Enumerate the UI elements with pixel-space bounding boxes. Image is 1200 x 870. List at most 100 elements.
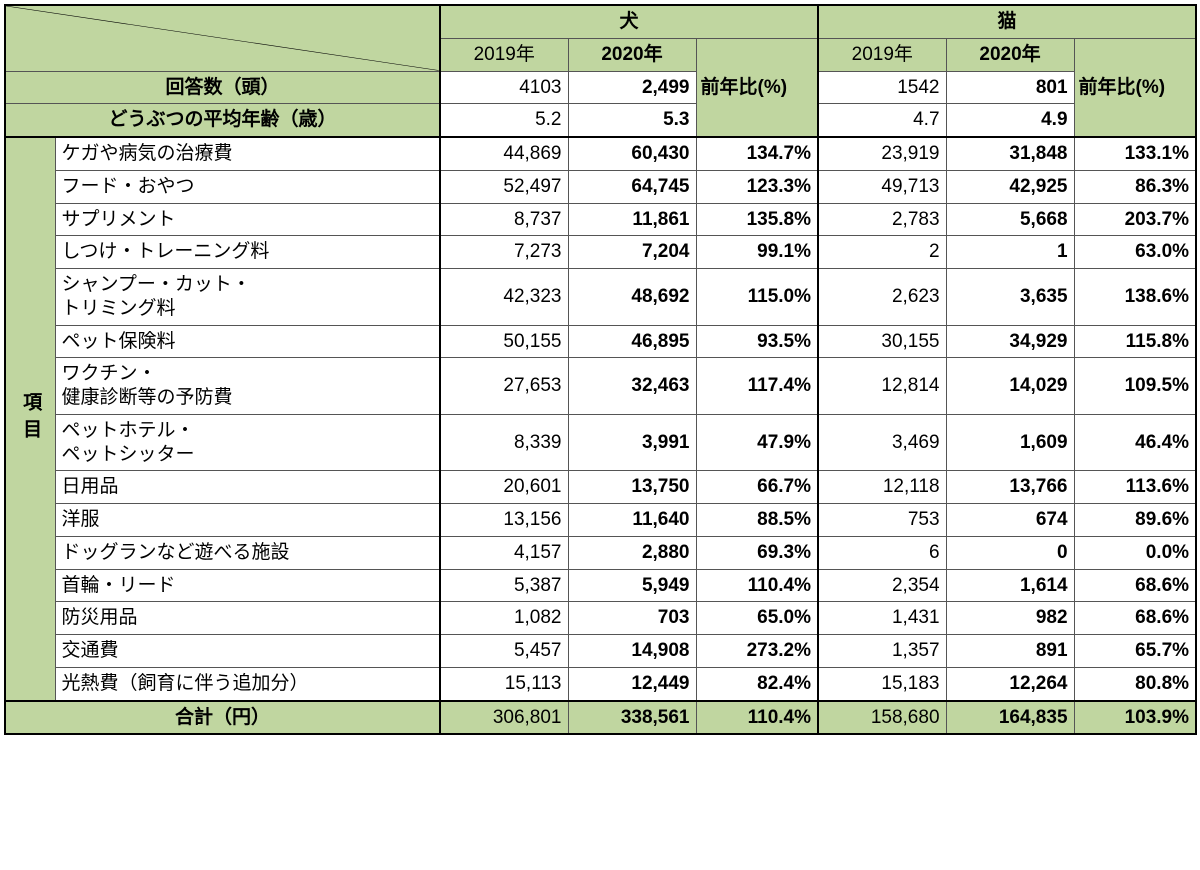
item-row: 日用品20,60113,75066.7%12,11813,766113.6%: [5, 471, 1196, 504]
cell-cat-2019: 2,783: [818, 203, 946, 236]
item-row: サプリメント8,73711,861135.8%2,7835,668203.7%: [5, 203, 1196, 236]
cell-cat-2020: 674: [946, 504, 1074, 537]
item-label: シャンプー・カット・トリミング料: [55, 269, 440, 326]
header-dog-2020: 2020年: [568, 38, 696, 71]
cell-dog-2020: 32,463: [568, 358, 696, 415]
cell-dog-ratio: 66.7%: [696, 471, 818, 504]
cell-cat-2020: 3,635: [946, 269, 1074, 326]
cell-dog-ratio: 47.9%: [696, 414, 818, 471]
cell-dog-ratio: 117.4%: [696, 358, 818, 415]
cell-dog-2020: 60,430: [568, 137, 696, 170]
cell-cat-2020: 31,848: [946, 137, 1074, 170]
cell-cat-2019: 23,919: [818, 137, 946, 170]
cell-dog-2019: 1,082: [440, 602, 568, 635]
item-row: ペットホテル・ペットシッター8,3393,99147.9%3,4691,6094…: [5, 414, 1196, 471]
cell-dog-2019: 20,601: [440, 471, 568, 504]
item-label: ワクチン・健康診断等の予防費: [55, 358, 440, 415]
cell-dog-2020: 13,750: [568, 471, 696, 504]
cell-dog-2020: 3,991: [568, 414, 696, 471]
item-label: フード・おやつ: [55, 170, 440, 203]
cell-cat-ratio: 109.5%: [1074, 358, 1196, 415]
cat-age-2019: 4.7: [818, 104, 946, 137]
item-label: 光熱費（飼育に伴う追加分）: [55, 667, 440, 700]
item-row: シャンプー・カット・トリミング料42,32348,692115.0%2,6233…: [5, 269, 1196, 326]
item-label: ケガや病気の治療費: [55, 137, 440, 170]
cell-cat-ratio: 138.6%: [1074, 269, 1196, 326]
header-dog: 犬: [440, 5, 818, 38]
cell-dog-2020: 14,908: [568, 635, 696, 668]
total-row: 合計（円） 306,801 338,561 110.4% 158,680 164…: [5, 701, 1196, 735]
cell-cat-ratio: 89.6%: [1074, 504, 1196, 537]
cell-dog-2019: 5,457: [440, 635, 568, 668]
cell-dog-ratio: 134.7%: [696, 137, 818, 170]
cell-cat-ratio: 46.4%: [1074, 414, 1196, 471]
item-label: ペット保険料: [55, 325, 440, 358]
item-row: 首輪・リード5,3875,949110.4%2,3541,61468.6%: [5, 569, 1196, 602]
cell-dog-2019: 44,869: [440, 137, 568, 170]
cat-responses-2019: 1542: [818, 71, 946, 104]
header-cat-ratio: 前年比(%): [1074, 38, 1196, 137]
cell-dog-2020: 11,861: [568, 203, 696, 236]
item-row: しつけ・トレーニング料7,2737,20499.1%2163.0%: [5, 236, 1196, 269]
cell-dog-2019: 8,339: [440, 414, 568, 471]
total-dog-2019: 306,801: [440, 701, 568, 735]
cell-dog-ratio: 69.3%: [696, 536, 818, 569]
cell-cat-ratio: 0.0%: [1074, 536, 1196, 569]
item-label: ドッグランなど遊べる施設: [55, 536, 440, 569]
total-label: 合計（円）: [5, 701, 440, 735]
cell-cat-ratio: 133.1%: [1074, 137, 1196, 170]
meta-label-age: どうぶつの平均年齢（歳）: [5, 104, 440, 137]
cell-dog-2020: 7,204: [568, 236, 696, 269]
cell-dog-2019: 8,737: [440, 203, 568, 236]
cell-dog-ratio: 93.5%: [696, 325, 818, 358]
header-cat-2019: 2019年: [818, 38, 946, 71]
dog-age-2019: 5.2: [440, 104, 568, 137]
cell-cat-ratio: 86.3%: [1074, 170, 1196, 203]
total-dog-ratio: 110.4%: [696, 701, 818, 735]
cell-dog-2019: 27,653: [440, 358, 568, 415]
cell-dog-2020: 48,692: [568, 269, 696, 326]
item-row: 防災用品1,08270365.0%1,43198268.6%: [5, 602, 1196, 635]
cell-dog-2020: 64,745: [568, 170, 696, 203]
cell-dog-2020: 46,895: [568, 325, 696, 358]
cell-cat-2019: 1,431: [818, 602, 946, 635]
cell-dog-2019: 15,113: [440, 667, 568, 700]
cell-cat-ratio: 80.8%: [1074, 667, 1196, 700]
cell-dog-2019: 42,323: [440, 269, 568, 326]
meta-label-responses: 回答数（頭）: [5, 71, 440, 104]
cell-cat-2020: 14,029: [946, 358, 1074, 415]
cell-cat-ratio: 68.6%: [1074, 602, 1196, 635]
diagonal-cell: [5, 5, 440, 71]
cell-cat-2020: 1,614: [946, 569, 1074, 602]
cell-dog-ratio: 65.0%: [696, 602, 818, 635]
cell-cat-2020: 891: [946, 635, 1074, 668]
cell-cat-2019: 30,155: [818, 325, 946, 358]
cell-cat-2019: 1,357: [818, 635, 946, 668]
cell-dog-ratio: 123.3%: [696, 170, 818, 203]
cell-dog-2019: 13,156: [440, 504, 568, 537]
cell-dog-ratio: 88.5%: [696, 504, 818, 537]
cell-cat-2019: 2,623: [818, 269, 946, 326]
header-animal-row: 犬 猫: [5, 5, 1196, 38]
item-row: ペット保険料50,15546,89593.5%30,15534,929115.8…: [5, 325, 1196, 358]
meta-row-age: どうぶつの平均年齢（歳） 5.2 5.3 4.7 4.9: [5, 104, 1196, 137]
header-dog-ratio: 前年比(%): [696, 38, 818, 137]
cell-dog-2020: 12,449: [568, 667, 696, 700]
cell-dog-ratio: 135.8%: [696, 203, 818, 236]
cell-cat-ratio: 115.8%: [1074, 325, 1196, 358]
item-row: 項目ケガや病気の治療費44,86960,430134.7%23,91931,84…: [5, 137, 1196, 170]
cell-cat-2020: 1: [946, 236, 1074, 269]
cell-cat-2020: 42,925: [946, 170, 1074, 203]
cell-cat-2019: 12,118: [818, 471, 946, 504]
cell-cat-ratio: 113.6%: [1074, 471, 1196, 504]
cell-cat-2020: 1,609: [946, 414, 1074, 471]
item-row: ワクチン・健康診断等の予防費27,65332,463117.4%12,81414…: [5, 358, 1196, 415]
cat-responses-2020: 801: [946, 71, 1074, 104]
cell-cat-2020: 12,264: [946, 667, 1074, 700]
cell-cat-2019: 2,354: [818, 569, 946, 602]
cell-cat-2019: 49,713: [818, 170, 946, 203]
cell-dog-ratio: 115.0%: [696, 269, 818, 326]
cell-cat-ratio: 203.7%: [1074, 203, 1196, 236]
cell-dog-2020: 2,880: [568, 536, 696, 569]
cell-cat-ratio: 68.6%: [1074, 569, 1196, 602]
